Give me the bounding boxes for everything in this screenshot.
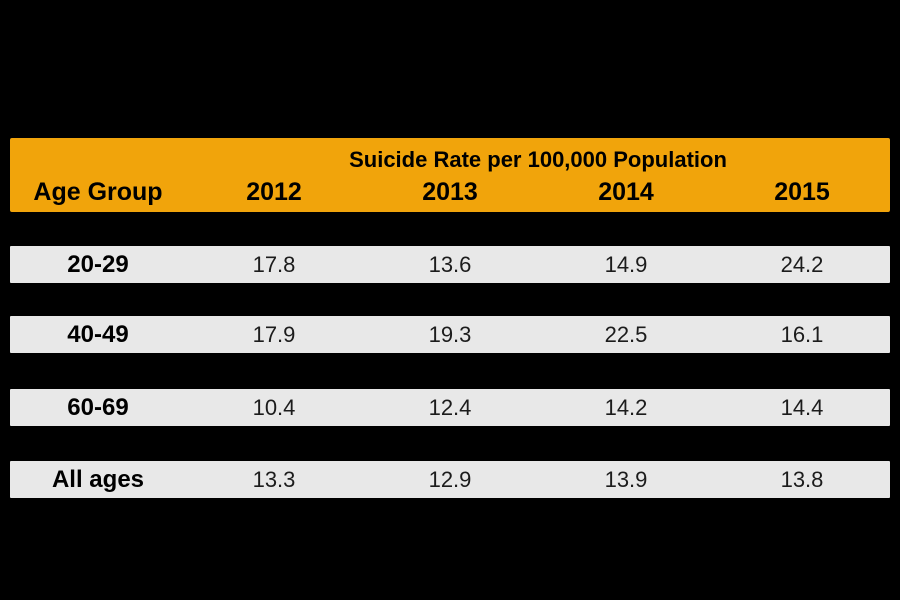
column-header-age-group: Age Group (33, 178, 163, 206)
table-row-60-69: 60-69 10.4 12.4 14.2 14.4 (10, 389, 890, 426)
column-header-row: Age Group 2012 2013 2014 2015 (10, 176, 890, 212)
cell-value: 17.9 (252, 322, 296, 347)
cell-value: 13.9 (604, 467, 648, 492)
cell-value: 22.5 (604, 322, 648, 347)
table-header: Suicide Rate per 100,000 Population Age … (10, 138, 890, 212)
cell-value: 12.4 (428, 395, 472, 420)
table-row-40-49: 40-49 17.9 19.3 22.5 16.1 (10, 316, 890, 353)
cell-value: 16.1 (780, 322, 824, 347)
column-header-2013: 2013 (422, 178, 478, 206)
cell-value: 19.3 (428, 322, 472, 347)
cell-value: 13.6 (428, 252, 472, 277)
cell-value: 13.8 (780, 467, 824, 492)
column-header-2014: 2014 (598, 178, 654, 206)
suicide-rate-table: Suicide Rate per 100,000 Population Age … (10, 138, 890, 498)
table-row-all-ages: All ages 13.3 12.9 13.9 13.8 (10, 461, 890, 498)
cell-value: 10.4 (252, 395, 296, 420)
cell-value: 13.3 (252, 467, 296, 492)
cell-value: 14.9 (604, 252, 648, 277)
cell-value: 12.9 (428, 467, 472, 492)
column-header-2015: 2015 (774, 178, 830, 206)
table-title-row: Suicide Rate per 100,000 Population (10, 138, 890, 176)
header-title-spacer (10, 138, 186, 176)
cell-value: 24.2 (780, 252, 824, 277)
cell-value: 14.4 (780, 395, 824, 420)
cell-value: 14.2 (604, 395, 648, 420)
row-label: 20-29 (67, 251, 129, 278)
cell-value: 17.8 (252, 252, 296, 277)
column-header-2012: 2012 (246, 178, 302, 206)
row-label: 60-69 (67, 394, 129, 421)
table-row-20-29: 20-29 17.8 13.6 14.9 24.2 (10, 246, 890, 283)
row-label: 40-49 (67, 321, 129, 348)
row-label: All ages (51, 466, 145, 493)
table-title: Suicide Rate per 100,000 Population (349, 147, 727, 172)
